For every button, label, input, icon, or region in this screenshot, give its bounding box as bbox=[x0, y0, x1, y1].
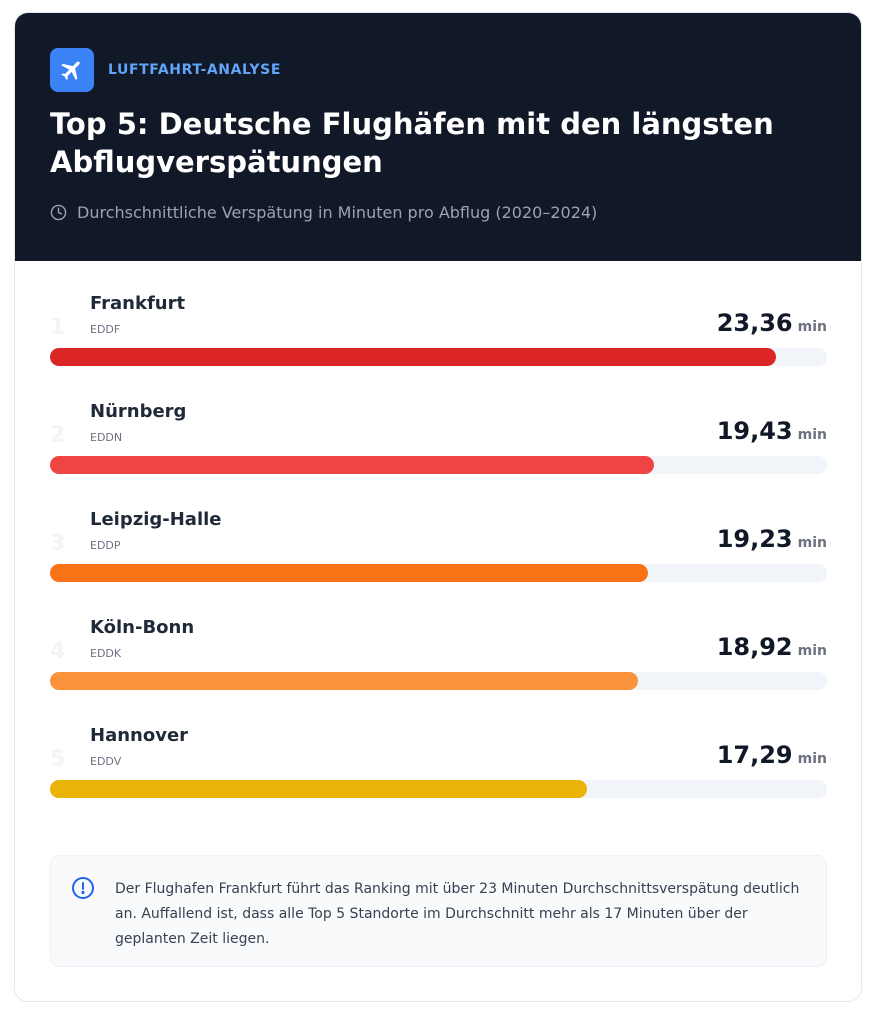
airport-code: EDDK bbox=[90, 647, 122, 660]
bar bbox=[50, 780, 588, 798]
airport-code: EDDP bbox=[90, 539, 121, 552]
rank-number: 1 bbox=[50, 315, 66, 340]
data-label: 19,23 min bbox=[717, 525, 827, 553]
rank-number: 4 bbox=[50, 639, 66, 664]
header: LUFTFAHRT-ANALYSE Top 5: Deutsche Flughä… bbox=[15, 13, 861, 261]
data-label: 19,43 min bbox=[717, 417, 827, 445]
airport-name: Nürnberg bbox=[90, 401, 187, 422]
rank-number: 2 bbox=[50, 423, 66, 448]
bar bbox=[50, 348, 777, 366]
data-label-value: 17,29 bbox=[716, 741, 793, 769]
data-label: 17,29 min bbox=[717, 741, 827, 769]
bar-row: 1 Frankfurt EDDF 23,36 min bbox=[50, 293, 827, 393]
info-icon bbox=[72, 877, 94, 899]
data-label-unit: min bbox=[797, 427, 827, 443]
bar-row: 3 Leipzig-Halle EDDP 19,23 min bbox=[50, 509, 827, 609]
data-label-unit: min bbox=[797, 535, 827, 551]
bar-track bbox=[50, 780, 827, 798]
bar-track bbox=[50, 564, 827, 582]
info-note: Der Flughafen Frankfurt führt das Rankin… bbox=[50, 855, 827, 967]
plane-icon bbox=[50, 48, 94, 92]
data-label: 18,92 min bbox=[717, 633, 827, 661]
airport-code: EDDF bbox=[90, 323, 121, 336]
rank-number: 5 bbox=[50, 747, 66, 772]
bar-row: 5 Hannover EDDV 17,29 min bbox=[50, 725, 827, 825]
chart-card: LUFTFAHRT-ANALYSE Top 5: Deutsche Flughä… bbox=[14, 12, 862, 1002]
subtitle: Durchschnittliche Verspätung in Minuten … bbox=[50, 203, 597, 222]
airport-code: EDDN bbox=[90, 431, 123, 444]
bar-row: 2 Nürnberg EDDN 19,43 min bbox=[50, 401, 827, 501]
bar bbox=[50, 456, 654, 474]
page-title: Top 5: Deutsche Flughäfen mit den längst… bbox=[50, 107, 774, 179]
airport-code: EDDV bbox=[90, 755, 122, 768]
bar bbox=[50, 672, 639, 690]
note-text: Der Flughafen Frankfurt führt das Rankin… bbox=[115, 881, 800, 947]
data-label-value: 18,92 bbox=[716, 633, 793, 661]
subtitle-text: Durchschnittliche Verspätung in Minuten … bbox=[77, 203, 598, 222]
data-label: 23,36 min bbox=[717, 309, 827, 337]
data-label-value: 19,23 bbox=[716, 525, 793, 553]
clock-icon bbox=[50, 204, 67, 221]
airport-name: Leipzig-Halle bbox=[90, 509, 222, 530]
eyebrow-label: LUFTFAHRT-ANALYSE bbox=[108, 62, 281, 78]
airport-name: Hannover bbox=[90, 725, 189, 746]
bar-row: 4 Köln-Bonn EDDK 18,92 min bbox=[50, 617, 827, 717]
data-label-unit: min bbox=[797, 751, 827, 767]
rank-number: 3 bbox=[50, 531, 66, 556]
airport-name: Frankfurt bbox=[90, 293, 186, 314]
data-label-value: 19,43 bbox=[716, 417, 793, 445]
bar-track bbox=[50, 348, 827, 366]
bar bbox=[50, 564, 648, 582]
bar-track bbox=[50, 672, 827, 690]
bar-track bbox=[50, 456, 827, 474]
data-label-unit: min bbox=[797, 319, 827, 335]
data-label-value: 23,36 bbox=[716, 309, 793, 337]
airport-name: Köln-Bonn bbox=[90, 617, 195, 638]
data-label-unit: min bbox=[797, 643, 827, 659]
